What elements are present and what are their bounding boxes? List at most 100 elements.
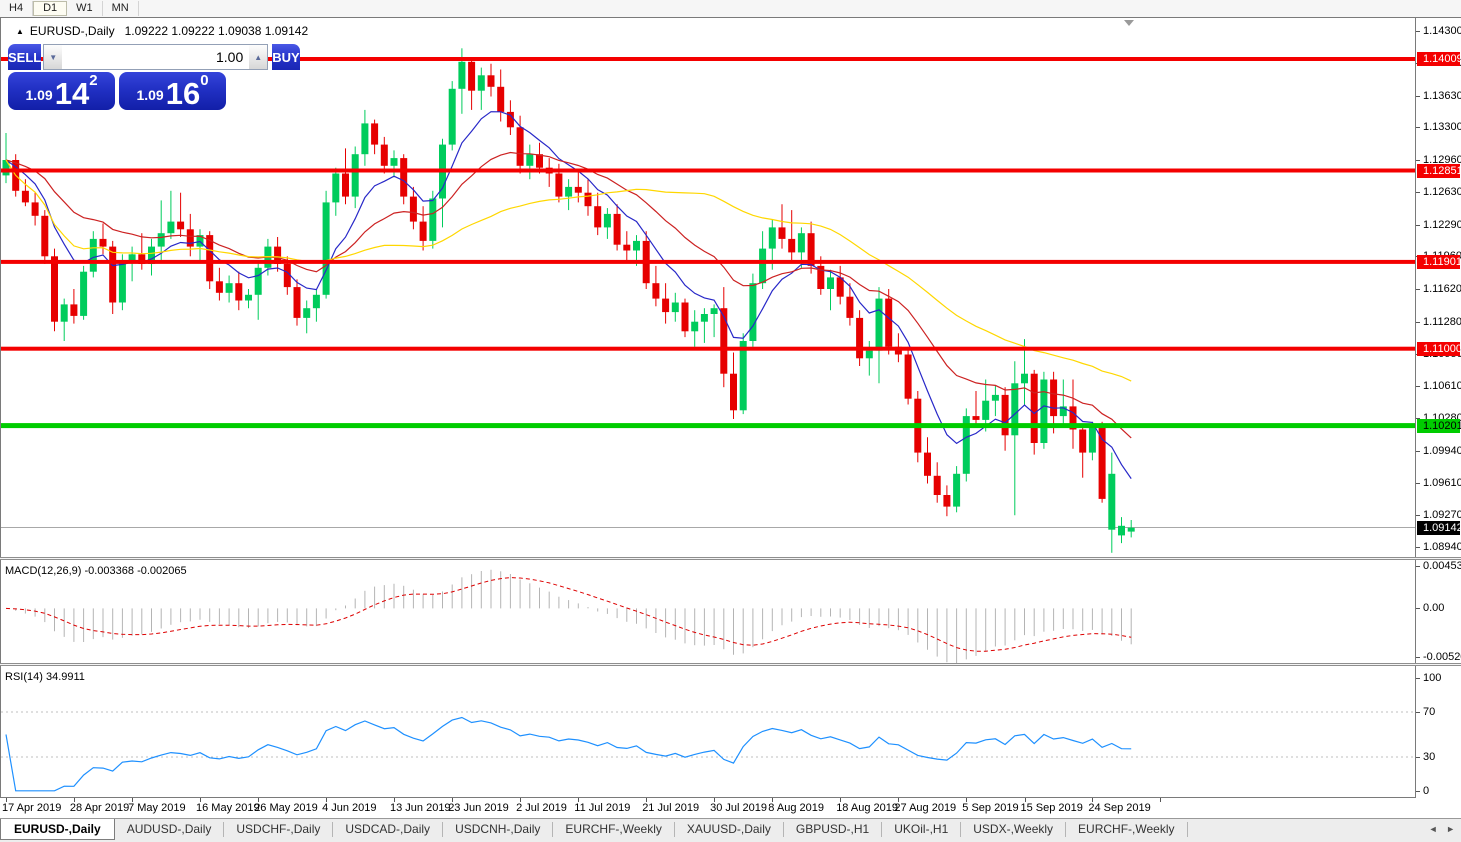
timeframe-button-h4[interactable]: H4 (0, 1, 34, 16)
price-axis[interactable]: 1.143001.139701.136301.133001.129601.126… (1416, 18, 1461, 798)
date-tick-mark (200, 798, 201, 802)
chart-tab-8[interactable]: UKOil-,H1 (882, 822, 962, 837)
timeframe-button-mn[interactable]: MN (103, 1, 139, 16)
rsi-indicator-chart[interactable] (1, 666, 1415, 797)
chart-tab-2[interactable]: USDCHF-,Daily (224, 822, 334, 837)
price-tick-mark (1416, 515, 1420, 517)
panel-splitter-macd[interactable] (0, 557, 1461, 560)
price-tick-label: 1.12290 (1423, 218, 1461, 231)
price-tick-label: 1.14300 (1423, 25, 1461, 37)
tab-scroll-right-arrow[interactable]: ► (1446, 824, 1455, 834)
date-axis[interactable]: 17 Apr 2019 28 Apr 2019 7 May 2019 16 May 2… (0, 798, 1461, 818)
chart-tab-bar: EURUSD-,Daily AUDUSD-,Daily USDCHF-,Daily U… (0, 818, 1461, 842)
panel-splitter-rsi[interactable] (0, 663, 1461, 666)
hline-price-badge: 1.14009 (1417, 52, 1461, 66)
rsi-label: RSI(14) 34.9911 (5, 671, 85, 683)
price-tick-mark (1416, 547, 1420, 548)
buy-price-display[interactable]: 1.09 16 0 (119, 72, 226, 110)
date-label: 26 May 2019 (254, 802, 318, 814)
date-tick-mark (132, 798, 134, 802)
chart-title: ▲ EURUSD-,Daily 1.09222 1.09222 1.09038 1.… (16, 24, 308, 38)
macd-indicator-chart[interactable] (1, 560, 1415, 663)
timeframe-button-w1[interactable]: W1 (67, 1, 103, 16)
date-label: 13 Jun 2019 (390, 802, 451, 814)
price-tick-label: 1.12630 (1423, 185, 1461, 198)
date-label: 28 Apr 2019 (69, 802, 130, 814)
timeframe-button-d1[interactable]: D1 (33, 1, 68, 16)
price-tick-mark (1416, 321, 1420, 323)
sell-price-sup: 2 (89, 72, 98, 89)
date-label: 24 Sep 2019 (1088, 802, 1151, 814)
date-tick-mark (73, 798, 75, 802)
price-tick-mark (1416, 418, 1420, 419)
rsi-scale-label: 70 (1423, 706, 1436, 718)
price-tick-label: 1.08940 (1423, 541, 1461, 553)
oneclick-collapse-icon[interactable]: ▲ (16, 27, 24, 36)
chart-tab-1[interactable]: AUDUSD-,Daily (115, 822, 225, 837)
date-tick-mark (258, 798, 260, 802)
sell-price-display[interactable]: 1.09 14 2 (8, 72, 115, 110)
date-label: 8 Aug 2019 (768, 802, 824, 814)
chart-tab-5[interactable]: EURCHF-,Weekly (553, 822, 675, 837)
date-tick-mark (772, 798, 774, 802)
hline-price-badge: 1.10201 (1417, 418, 1461, 433)
date-tick-mark (578, 798, 580, 802)
date-label: 2 Jul 2019 (516, 802, 567, 814)
date-tick-mark (520, 798, 522, 802)
chart-top-border (0, 17, 1461, 18)
tab-scroll-arrows: ◄ ► (1423, 824, 1455, 834)
macd-scale-label: -0.005205 (1423, 651, 1461, 663)
chart-tab-6[interactable]: XAUUSD-,Daily (675, 822, 784, 837)
price-tick-mark (1416, 289, 1420, 290)
date-label: 30 Jul 2019 (710, 802, 767, 814)
volume-input[interactable] (62, 45, 250, 69)
date-tick-mark (898, 798, 900, 802)
date-label: 17 Apr 2019 (2, 802, 62, 814)
macd-scale-label: 0.004536 (1423, 560, 1461, 572)
date-label: 5 Sep 2019 (962, 802, 1019, 814)
buy-price-small: 1.09 (136, 87, 164, 103)
date-label: 21 Jul 2019 (642, 802, 700, 814)
date-tick-mark (646, 798, 648, 802)
rsi-scale-label: 100 (1423, 672, 1442, 685)
date-label: 27 Aug 2019 (894, 802, 957, 814)
chart-tab-10[interactable]: EURCHF-,Weekly (1066, 822, 1188, 837)
price-tick-mark (1416, 386, 1420, 388)
window-border-left (0, 17, 1, 818)
chart-tab-0[interactable]: EURUSD-,Daily (0, 819, 115, 840)
tab-scroll-left-arrow[interactable]: ◄ (1428, 824, 1438, 834)
hline-price-badge: 1.11901 (1417, 254, 1461, 269)
chart-symbol-period: EURUSD-,Daily (29, 24, 115, 38)
date-tick-mark (1024, 798, 1026, 802)
date-label: 23 Jun 2019 (448, 802, 509, 814)
date-tick-mark (714, 798, 716, 802)
price-tick-mark (1416, 224, 1420, 226)
date-tick-mark (326, 798, 328, 802)
macd-tick-mark (1416, 566, 1420, 567)
chart-tab-4[interactable]: USDCNH-,Daily (443, 822, 554, 837)
chart-tab-3[interactable]: USDCAD-,Daily (333, 822, 444, 837)
rsi-scale-label: 30 (1423, 751, 1436, 763)
buy-button[interactable]: BUY (272, 44, 300, 70)
candlestick-chart[interactable] (1, 18, 1415, 557)
macd-scale-label: 0.00 (1423, 602, 1445, 615)
price-tick-label: 1.12960 (1423, 154, 1461, 166)
volume-decrease-button[interactable]: ▼ (44, 45, 63, 69)
price-tick-mark (1416, 31, 1420, 32)
price-tick-mark (1416, 127, 1420, 129)
chart-tab-9[interactable]: USDX-,Weekly (961, 822, 1067, 837)
buy-price-sup: 0 (200, 72, 209, 89)
date-tick-mark (966, 798, 968, 802)
date-tick-mark (6, 798, 7, 802)
price-tick-label: 1.09610 (1423, 476, 1461, 489)
volume-increase-button[interactable]: ▲ (249, 45, 268, 69)
sell-button[interactable]: SELL (8, 44, 42, 70)
rsi-tick-mark (1416, 712, 1420, 713)
scroll-to-end-marker (1124, 20, 1134, 31)
date-tick-mark (1092, 798, 1094, 802)
price-tick-label: 1.10610 (1423, 380, 1461, 393)
sell-price-small: 1.09 (25, 87, 53, 103)
chart-tab-7[interactable]: GBPUSD-,H1 (784, 822, 883, 837)
price-tick-mark (1416, 482, 1420, 484)
date-axis-border (0, 797, 1461, 798)
